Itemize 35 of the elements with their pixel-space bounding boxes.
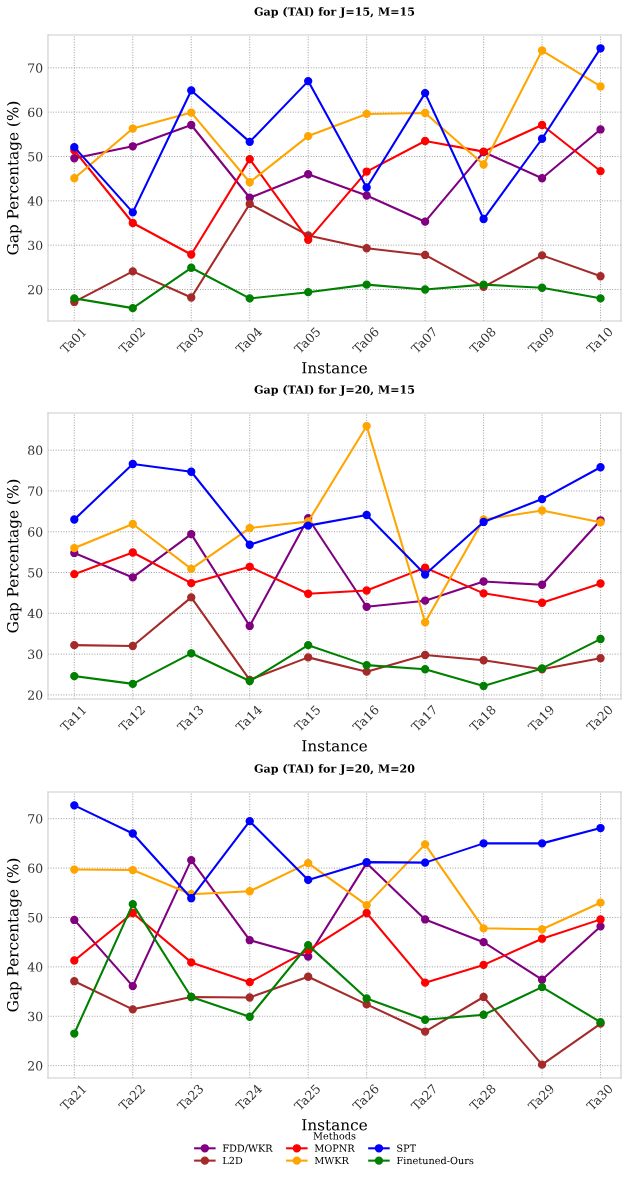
legend-label: MWKR	[314, 1156, 350, 1165]
y-tick-label: 30	[28, 240, 43, 251]
legend-label: Finetuned-Ours	[396, 1156, 474, 1165]
x-axis-title: Instance	[302, 362, 367, 374]
y-tick-label: 60	[28, 107, 43, 118]
y-tick-label: 50	[28, 568, 43, 578]
y-tick-label: 70	[28, 486, 43, 496]
y-tick-label: 40	[27, 196, 43, 206]
chart-title: Gap (TAI) for J=15, M=15	[254, 7, 415, 18]
legend-label: MOPNR	[314, 1144, 355, 1152]
y-tick-label: 60	[28, 527, 43, 537]
chart-title: Gap (TAI) for J=20, M=15	[254, 385, 415, 396]
y-tick-label: 80	[28, 445, 43, 456]
x-axis-title: Instance	[302, 740, 367, 752]
y-tick-label: 30	[28, 1011, 43, 1022]
y-tick-label: 40	[27, 962, 43, 972]
y-tick-label: 20	[28, 690, 43, 700]
y-tick-label: 20	[28, 284, 43, 295]
y-tick-label: 60	[28, 863, 43, 873]
legend-label: SPT	[397, 1144, 417, 1152]
x-axis-title: Instance	[302, 1119, 367, 1131]
y-tick-label: 70	[28, 63, 43, 73]
y-tick-label: 50	[28, 912, 43, 923]
legend-label: L2D	[222, 1156, 243, 1165]
legend-title: Methods	[313, 1132, 356, 1140]
y-tick-label: 50	[28, 151, 43, 162]
legend-label: FDD/WKR	[222, 1144, 273, 1153]
y-tick-label: 40	[27, 608, 43, 619]
y-axis-title: Gap Percentage (%)	[6, 101, 22, 255]
y-tick-label: 30	[28, 649, 43, 660]
chart-title: Gap (TAI) for J=20, M=20	[254, 764, 415, 775]
y-axis-title: Gap Percentage (%)	[6, 858, 22, 1012]
y-tick-label: 70	[28, 814, 43, 824]
y-axis-title: Gap Percentage (%)	[6, 479, 22, 633]
y-tick-label: 20	[28, 1061, 43, 1071]
